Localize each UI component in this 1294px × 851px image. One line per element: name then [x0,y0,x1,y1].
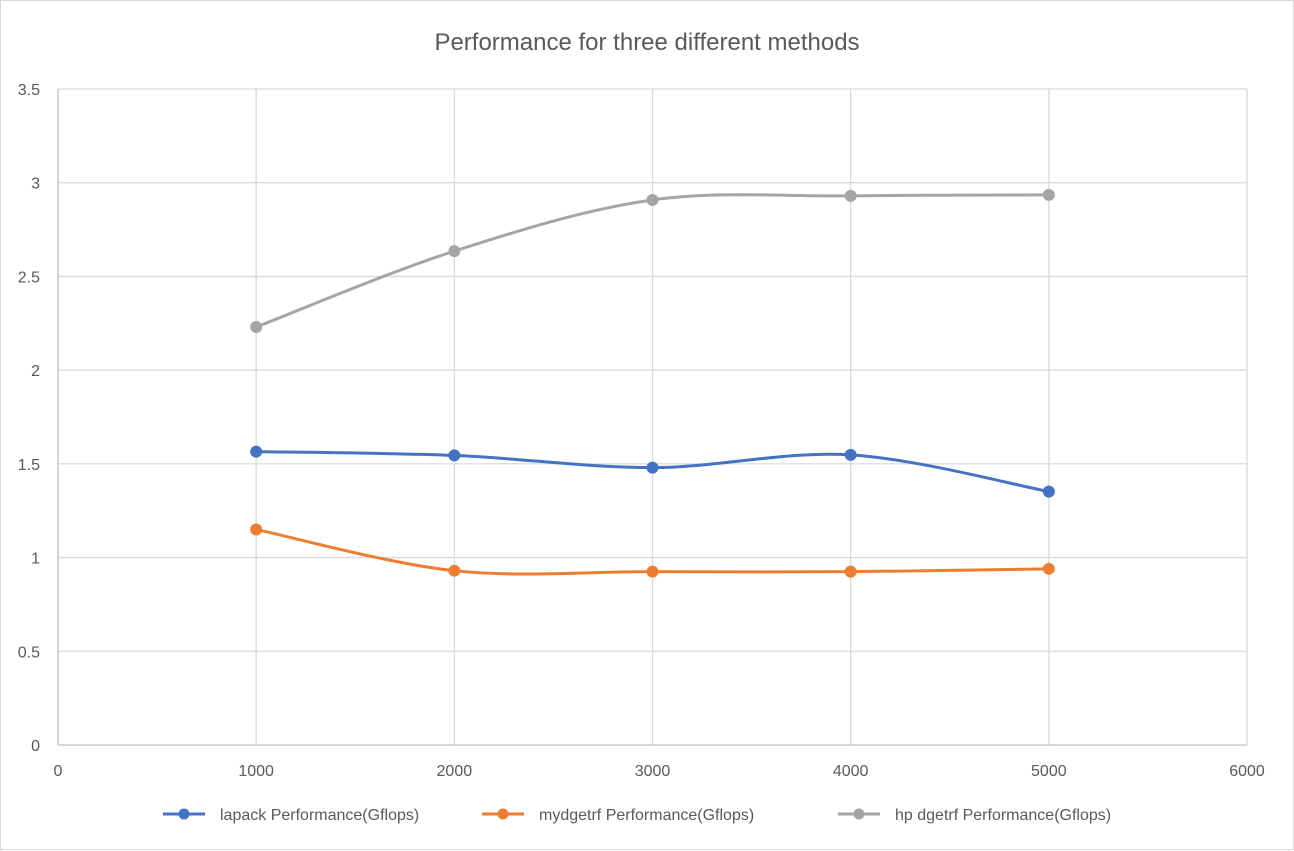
data-point [250,445,263,458]
x-tick-label: 1000 [238,763,274,780]
series-layer [250,188,1055,578]
data-point [646,461,659,474]
chart-title: Performance for three different methods [434,29,859,56]
y-tick-label: 3 [31,176,40,193]
series-1 [250,445,1055,498]
legend: lapack Performance(Gflops) mydgetrf Perfo… [163,807,1111,824]
x-tick-label: 4000 [833,763,869,780]
data-point [448,564,461,577]
y-tick-label: 1 [31,551,40,568]
y-tick-label: 2 [31,363,40,380]
series-3 [250,188,1055,334]
data-point [844,448,857,461]
x-tick-label: 0 [54,763,63,780]
legend-item-3: hp dgetrf Performance(Gflops) [838,807,1111,824]
legend-item-1: lapack Performance(Gflops) [163,807,419,824]
legend-label: hp dgetrf Performance(Gflops) [895,807,1111,824]
legend-swatch-marker [178,808,190,820]
legend-label: mydgetrf Performance(Gflops) [539,807,754,824]
y-tick-label: 1.5 [18,457,40,474]
data-point [250,321,263,334]
axes: 0 0.5 1 1.5 2 2.5 3 3.5 0 1000 2000 3000 4000 5000 600… [18,82,1265,780]
y-tick-label: 0.5 [18,644,40,661]
data-point [1042,562,1055,575]
legend-item-2: mydgetrf Performance(Gflops) [482,807,754,824]
data-point [646,565,659,578]
gridlines [58,88,1248,745]
y-tick-label: 0 [31,738,40,755]
series-2 [250,523,1055,578]
data-point [1042,485,1055,498]
y-tick-label: 2.5 [18,269,40,286]
data-point [844,565,857,578]
legend-swatch-marker [853,808,865,820]
data-point [844,189,857,202]
x-tick-label: 2000 [437,763,473,780]
y-tick-label: 3.5 [18,82,40,99]
x-tick-label: 3000 [635,763,671,780]
data-point [646,193,659,206]
data-point [448,449,461,462]
x-tick-label: 6000 [1229,763,1265,780]
legend-swatch-marker [497,808,509,820]
data-point [448,245,461,258]
legend-label: lapack Performance(Gflops) [220,807,419,824]
data-point [250,523,263,536]
x-tick-label: 5000 [1031,763,1067,780]
data-point [1042,188,1055,201]
